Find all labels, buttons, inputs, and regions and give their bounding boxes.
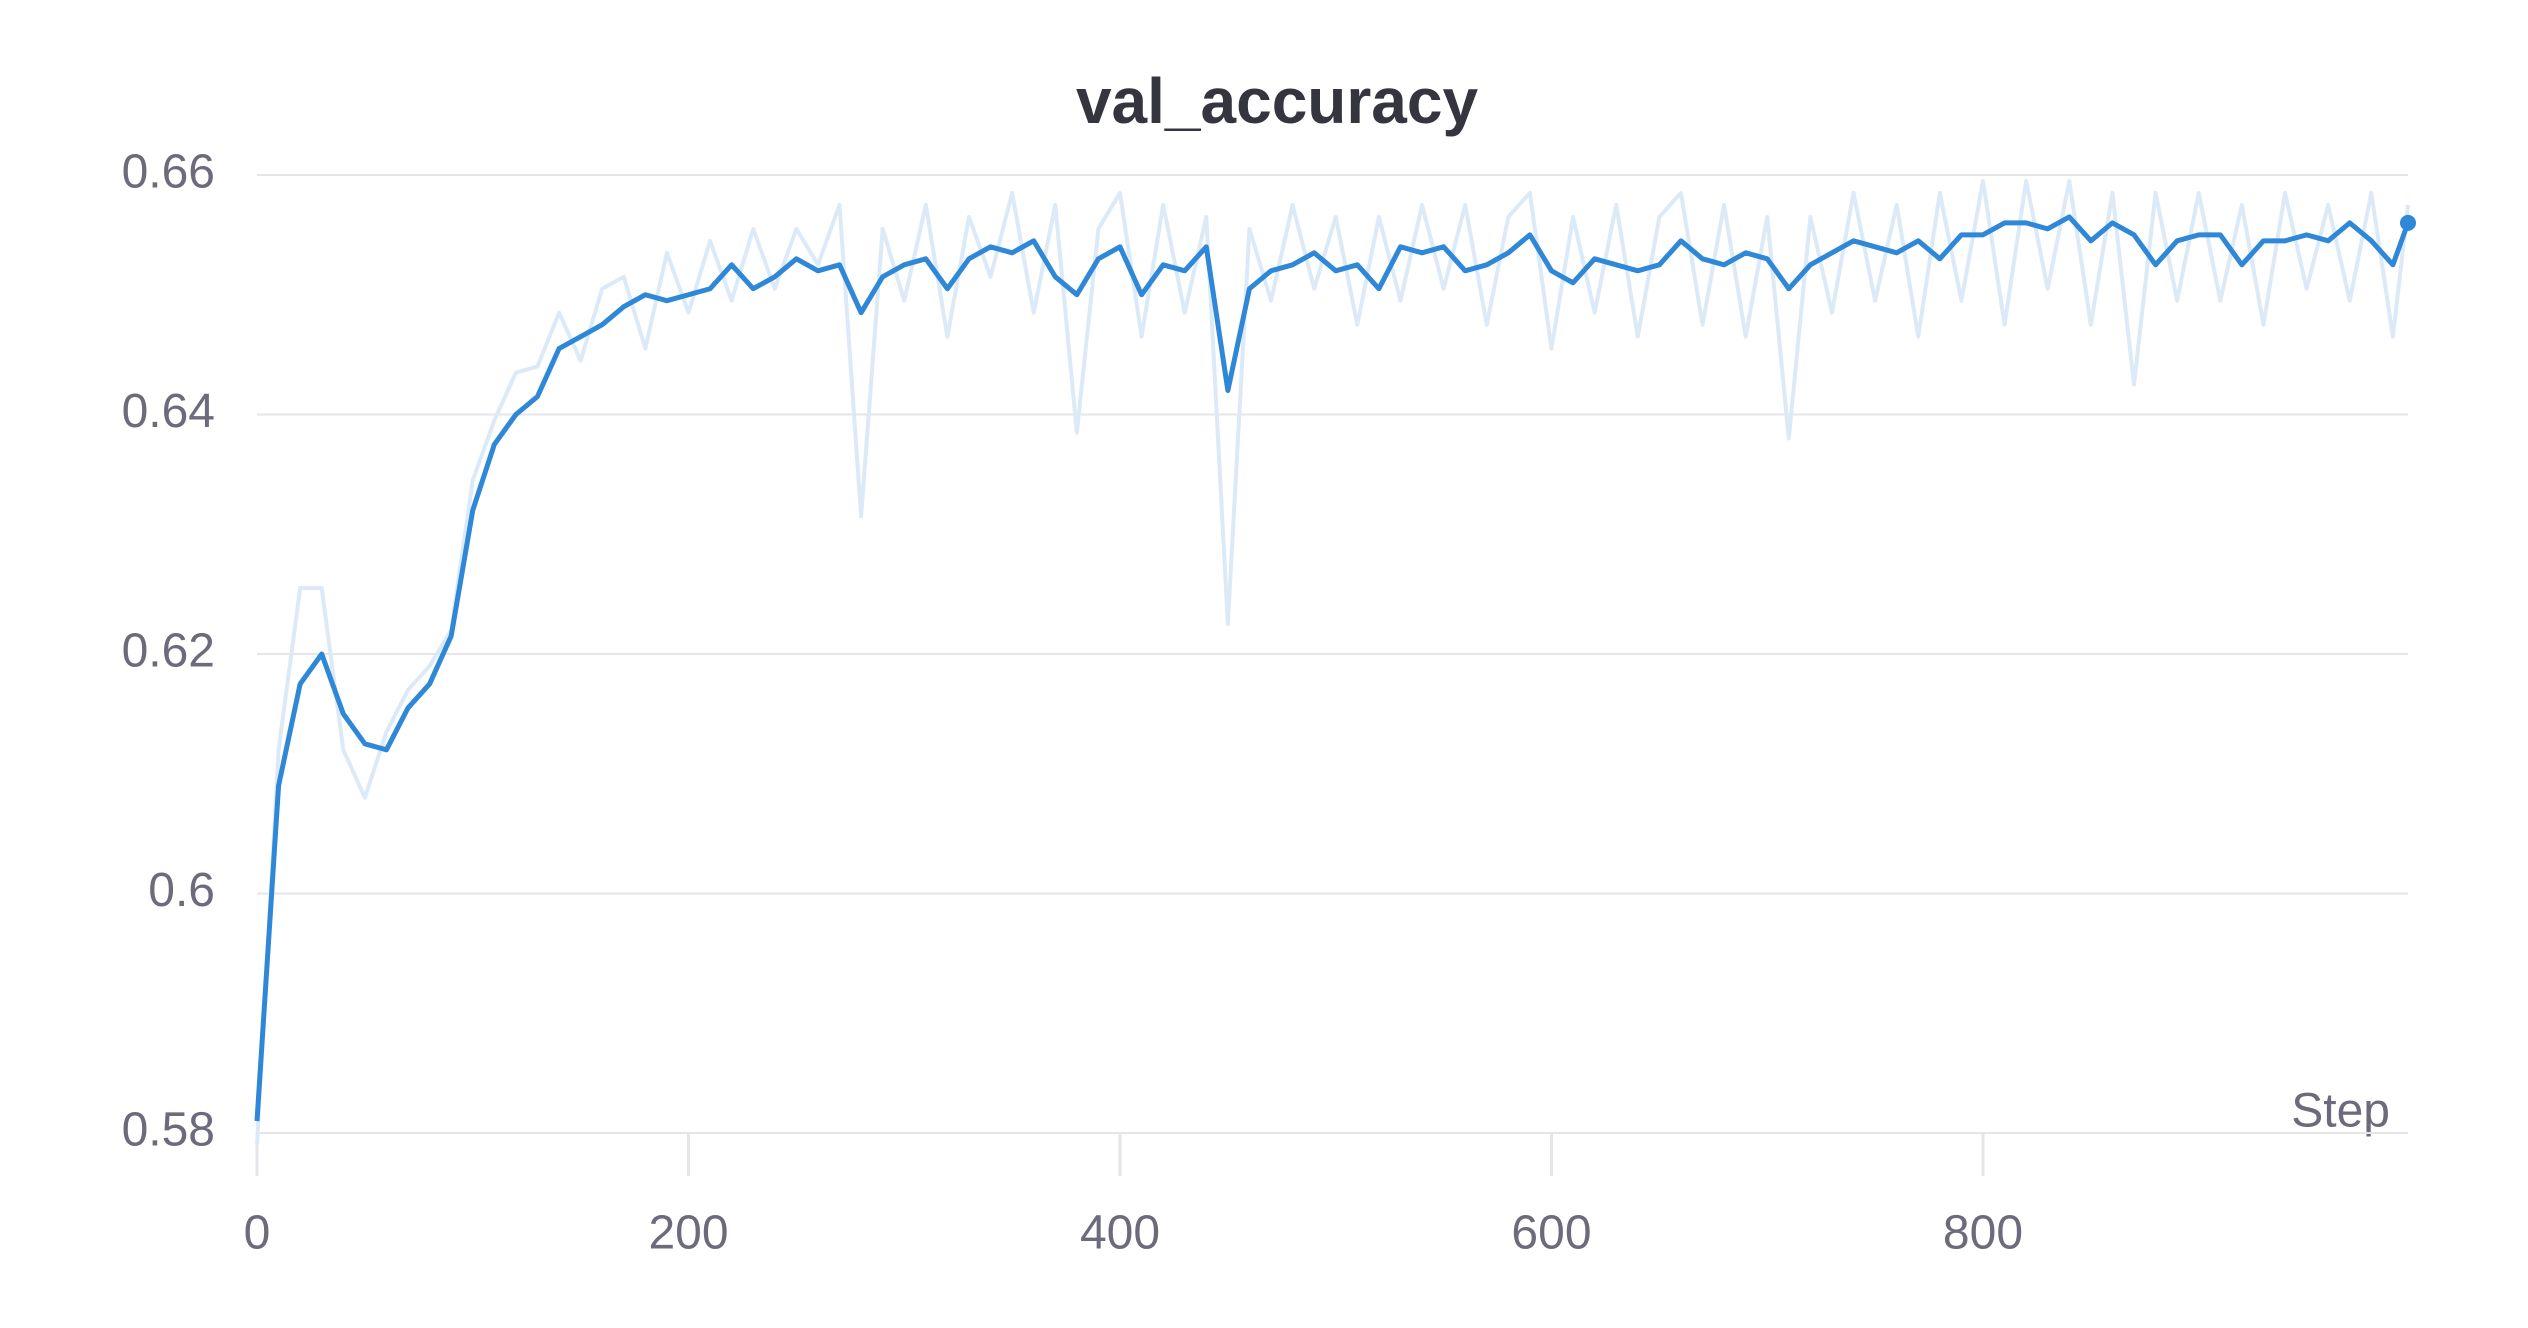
- x-tick-label: 200: [648, 1207, 728, 1260]
- y-tick-label: 0.6: [148, 864, 215, 917]
- y-tick-label: 0.62: [122, 625, 215, 678]
- x-tick-label: 0: [244, 1207, 271, 1260]
- y-tick-label: 0.66: [122, 146, 215, 199]
- smoothed-line: [254, 214, 2411, 1122]
- raw-line: [255, 178, 2410, 1146]
- x-axis-label: Step: [2291, 1085, 2390, 1138]
- grid: [257, 173, 2408, 1135]
- y-tick-label: 0.58: [122, 1104, 215, 1157]
- x-tick-label: 400: [1080, 1207, 1160, 1260]
- y-tick-label: 0.64: [122, 385, 215, 438]
- chart-title: val_accuracy: [1076, 65, 1479, 137]
- x-tick-label: 600: [1511, 1207, 1591, 1260]
- x-tick-label: 800: [1943, 1207, 2023, 1260]
- last-point: [2400, 214, 2416, 231]
